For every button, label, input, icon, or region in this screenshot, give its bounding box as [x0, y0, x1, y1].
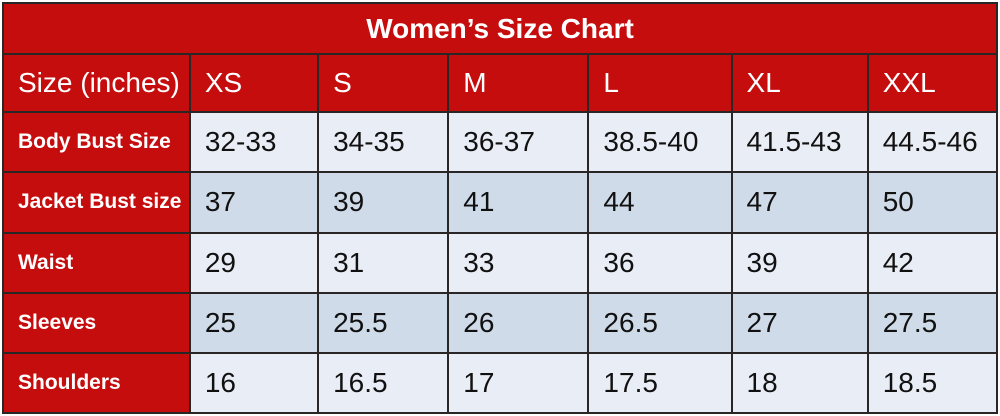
size-value-cell: 17 [447, 351, 590, 415]
size-value-cell: 25 [188, 291, 320, 354]
chart-title: Women’s Size Chart [2, 1, 998, 56]
size-value-cell: 25.5 [317, 291, 450, 354]
size-value-cell: 26.5 [587, 291, 733, 354]
size-value-cell: 37 [188, 171, 320, 234]
size-value-cell: 41.5-43 [730, 111, 869, 174]
size-value-cell: 29 [188, 231, 320, 294]
size-header-l: L [587, 53, 733, 114]
size-header-row: Size (inches) XS S M L XL XXL [2, 53, 999, 114]
size-value-cell: 39 [317, 171, 450, 234]
row-label: Body Bust Size [2, 111, 191, 174]
size-value-cell: 38.5-40 [587, 111, 733, 174]
row-label: Waist [2, 231, 191, 294]
table-row-body-bust: Body Bust Size 32-33 34-35 36-37 38.5-40… [2, 111, 999, 174]
size-value-cell: 47 [730, 171, 869, 234]
table-row-jacket-bust: Jacket Bust size 37 39 41 44 47 50 [2, 171, 999, 234]
size-value-cell: 44 [587, 171, 733, 234]
size-value-cell: 31 [317, 231, 450, 294]
table-row-sleeves: Sleeves 25 25.5 26 26.5 27 27.5 [2, 291, 999, 354]
size-value-cell: 18 [730, 351, 869, 415]
size-value-cell: 50 [866, 171, 999, 234]
row-label: Sleeves [2, 291, 191, 354]
size-header-xxl: XXL [866, 53, 999, 114]
row-label: Jacket Bust size [2, 171, 191, 234]
size-value-cell: 32-33 [188, 111, 320, 174]
size-value-cell: 26 [447, 291, 590, 354]
size-value-cell: 16 [188, 351, 320, 415]
size-header-xl: XL [730, 53, 869, 114]
table-row-shoulders: Shoulders 16 16.5 17 17.5 18 18.5 [2, 351, 999, 415]
size-value-cell: 44.5-46 [866, 111, 999, 174]
size-value-cell: 18.5 [866, 351, 999, 415]
size-value-cell: 42 [866, 231, 999, 294]
size-header-s: S [317, 53, 450, 114]
size-value-cell: 17.5 [587, 351, 733, 415]
size-value-cell: 27.5 [866, 291, 999, 354]
size-value-cell: 33 [447, 231, 590, 294]
size-value-cell: 16.5 [317, 351, 450, 415]
size-value-cell: 27 [730, 291, 869, 354]
size-value-cell: 34-35 [317, 111, 450, 174]
size-value-cell: 36 [587, 231, 733, 294]
size-header-xs: XS [188, 53, 320, 114]
size-value-cell: 39 [730, 231, 869, 294]
row-label: Shoulders [2, 351, 191, 415]
size-value-cell: 41 [447, 171, 590, 234]
size-header-m: M [447, 53, 590, 114]
title-row: Women’s Size Chart [2, 1, 998, 56]
corner-header: Size (inches) [2, 53, 191, 114]
size-value-cell: 36-37 [447, 111, 590, 174]
table-row-waist: Waist 29 31 33 36 39 42 [2, 231, 999, 294]
